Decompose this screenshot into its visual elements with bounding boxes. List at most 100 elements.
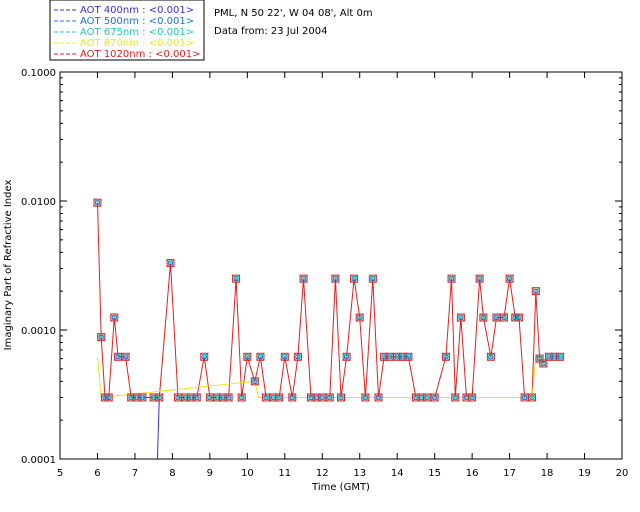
x-tick-label: 11 [278,468,291,479]
series-aot-1020nm [97,202,561,398]
x-tick-label: 13 [353,468,366,479]
data-point [404,352,413,361]
marker-cross [105,394,113,401]
marker-cross [539,360,547,367]
marker-circle [115,354,121,360]
marker-square [138,393,147,402]
data-point [114,352,123,361]
marker-cross [528,394,536,401]
marker-cross [155,394,163,401]
marker-cross [262,394,270,401]
data-point [539,359,548,368]
marker-cross [431,394,439,401]
marker-cross [405,353,412,361]
legend-label: AOT 870nm : <0.001> [80,38,194,49]
series-layer [93,198,565,460]
marker-circle [375,394,382,401]
marker-square [479,313,488,322]
data-point [237,393,246,402]
marker-cross [238,394,246,401]
marker-square [468,393,477,402]
marker-square [155,393,164,402]
site-info: PML, N 50 22', W 04 08', Alt 0m [214,8,373,19]
marker-circle [351,275,357,282]
data-point [374,393,383,402]
marker-cross [318,394,326,401]
y-tick-label: 0.0001 [21,455,56,466]
data-point [492,313,501,322]
data-point [262,393,271,402]
marker-square [280,352,289,361]
series-line [97,202,561,398]
data-point [224,393,233,402]
data-point [138,393,147,402]
x-tick-label: 5 [57,468,63,479]
y-tick-label: 0.1000 [21,68,56,79]
marker-cross [442,353,450,361]
marker-circle [480,314,487,321]
marker-circle [343,354,350,360]
data-point [299,274,308,283]
legend-label: AOT 1020nm : <0.001> [80,49,200,60]
marker-cross [386,353,394,361]
data-point [256,352,265,361]
marker-square [361,393,370,402]
marker-cross [257,353,264,361]
marker-cross [281,353,289,361]
marker-cross [521,394,528,401]
legend-label: AOT 675nm : <0.001> [80,27,194,38]
data-point [462,393,471,402]
marker-cross [232,275,240,283]
marker-circle [257,354,264,360]
marker-square [447,274,456,283]
marker-cross [139,394,146,401]
marker-circle [252,378,258,385]
plot-area [59,71,623,460]
marker-square [331,274,340,283]
data-point [441,352,450,361]
data-point [531,287,540,296]
marker-square [97,333,106,342]
marker-cross [556,353,564,361]
marker-circle [540,360,547,367]
data-point [121,352,130,361]
marker-circle [233,275,239,282]
marker-circle [276,394,282,401]
marker-square [374,393,383,402]
data-point [250,377,259,386]
marker-circle [201,354,207,360]
marker-circle [469,394,475,401]
marker-cross [275,394,283,401]
marker-square [224,393,233,402]
data-point [505,274,514,283]
marker-circle [488,354,494,360]
data-point [528,393,537,402]
x-tick-label: 10 [241,468,254,479]
marker-cross [451,394,459,401]
marker-circle [431,394,438,401]
marker-square [288,393,297,402]
data-point [479,313,488,322]
data-point [280,352,289,361]
marker-square [256,352,265,361]
data-point [556,352,565,361]
marker-square [243,352,252,361]
marker-cross [423,394,431,401]
x-tick-label: 12 [316,468,329,479]
marker-cross [300,275,307,283]
marker-square [104,393,113,402]
x-tick-label: 14 [391,468,404,479]
marker-circle [319,394,325,401]
marker-square [355,313,364,322]
marker-square [368,274,377,283]
marker-square [531,287,540,296]
marker-circle [244,354,251,360]
marker-circle [533,288,539,294]
marker-cross [350,275,358,283]
marker-circle [476,275,483,282]
marker-circle [98,334,104,340]
marker-cross [356,314,364,321]
marker-circle [194,394,200,401]
marker-circle [521,394,528,401]
marker-square [325,393,334,402]
